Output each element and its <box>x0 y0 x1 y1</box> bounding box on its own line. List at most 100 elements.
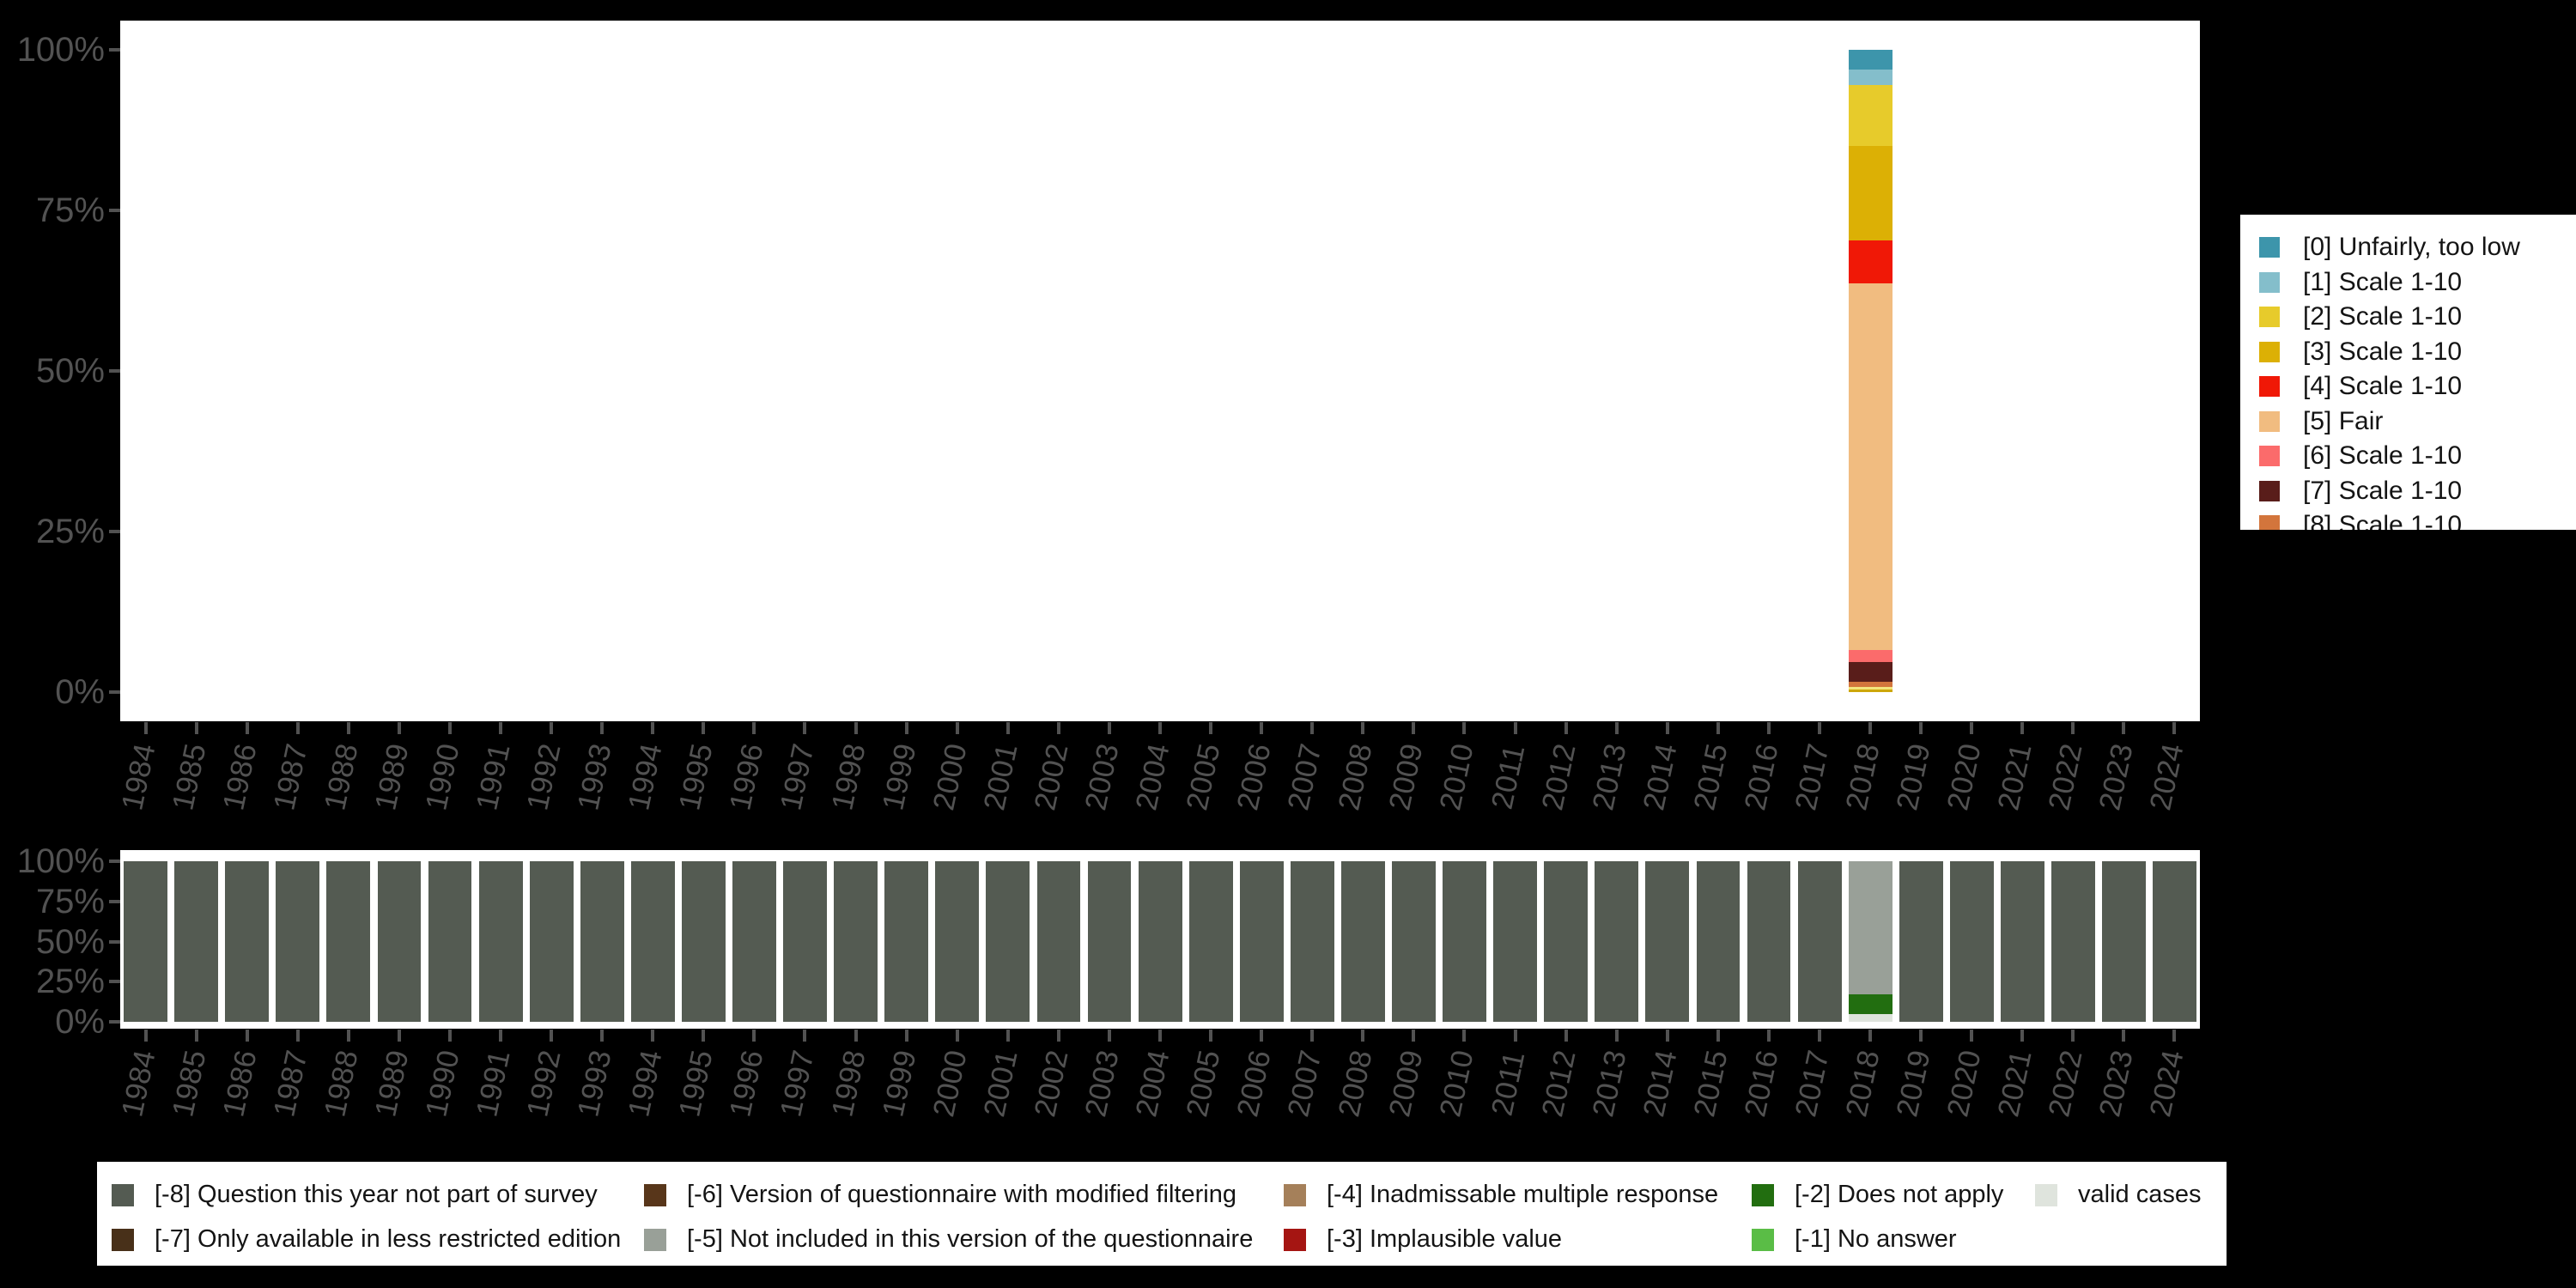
bar-segment[interactable] <box>1848 85 1893 147</box>
bar-segment[interactable] <box>326 861 371 1022</box>
legend-item[interactable]: [-8] Question this year not part of surv… <box>112 1181 598 1209</box>
bar-segment[interactable] <box>1239 861 1284 1022</box>
bar-segment[interactable] <box>580 861 624 1022</box>
bar-segment[interactable] <box>2102 861 2146 1022</box>
missing-bar-1993[interactable] <box>580 861 624 1022</box>
bar-segment[interactable] <box>1848 240 1893 284</box>
bar-segment[interactable] <box>478 861 523 1022</box>
bar-segment[interactable] <box>1188 861 1233 1022</box>
missing-bar-1998[interactable] <box>834 861 878 1022</box>
legend-item[interactable]: [1] Scale 1-10 <box>2259 268 2576 297</box>
bar-segment[interactable] <box>986 861 1030 1022</box>
stacked-bar-2018[interactable] <box>1848 50 1893 692</box>
legend-item[interactable]: [-4] Inadmissable multiple response <box>1284 1181 1718 1209</box>
legend-item[interactable]: [8] Scale 1-10 <box>2259 511 2576 530</box>
missing-bar-2010[interactable] <box>1443 861 1486 1022</box>
missing-bar-1994[interactable] <box>630 861 675 1022</box>
missing-bar-1988[interactable] <box>326 861 371 1022</box>
legend-item[interactable]: [3] Scale 1-10 <box>2259 337 2576 367</box>
bar-segment[interactable] <box>1848 70 1893 86</box>
missing-bar-2021[interactable] <box>2001 861 2044 1022</box>
bar-segment[interactable] <box>1341 861 1385 1022</box>
legend-item[interactable]: [2] Scale 1-10 <box>2259 302 2576 331</box>
missing-bar-2009[interactable] <box>1392 861 1436 1022</box>
bar-segment[interactable] <box>174 861 219 1022</box>
legend-item[interactable]: [-5] Not included in this version of the… <box>644 1225 1253 1254</box>
missing-bar-2012[interactable] <box>1544 861 1589 1022</box>
bar-segment[interactable] <box>428 861 472 1022</box>
legend-item[interactable]: valid cases <box>2035 1181 2201 1209</box>
missing-bar-2004[interactable] <box>1138 861 1182 1022</box>
missing-bar-2011[interactable] <box>1493 861 1538 1022</box>
missing-bar-2002[interactable] <box>1036 861 1081 1022</box>
bar-segment[interactable] <box>1443 861 1486 1022</box>
legend-item[interactable]: [4] Scale 1-10 <box>2259 372 2576 401</box>
bar-segment[interactable] <box>1797 861 1842 1022</box>
bar-segment[interactable] <box>225 861 270 1022</box>
missing-bar-2024[interactable] <box>2153 861 2197 1022</box>
missing-bar-2006[interactable] <box>1239 861 1284 1022</box>
missing-bar-1990[interactable] <box>428 861 472 1022</box>
bar-segment[interactable] <box>834 861 878 1022</box>
bar-segment[interactable] <box>1848 689 1893 692</box>
bar-segment[interactable] <box>2153 861 2197 1022</box>
bar-segment[interactable] <box>1848 649 1893 662</box>
bar-segment[interactable] <box>1087 861 1132 1022</box>
missing-bar-2016[interactable] <box>1747 861 1791 1022</box>
bar-segment[interactable] <box>1848 1014 1893 1022</box>
legend-item[interactable]: [-7] Only available in less restricted e… <box>112 1225 621 1254</box>
missing-bar-1986[interactable] <box>225 861 270 1022</box>
bar-segment[interactable] <box>1138 861 1182 1022</box>
bar-segment[interactable] <box>681 861 726 1022</box>
missing-bar-2005[interactable] <box>1188 861 1233 1022</box>
bar-segment[interactable] <box>529 861 574 1022</box>
legend-item[interactable]: [-6] Version of questionnaire with modif… <box>644 1181 1236 1209</box>
bar-segment[interactable] <box>783 861 827 1022</box>
legend-item[interactable]: [0] Unfairly, too low <box>2259 233 2576 262</box>
missing-bar-1992[interactable] <box>529 861 574 1022</box>
bar-segment[interactable] <box>935 861 980 1022</box>
legend-item[interactable]: [5] Fair <box>2259 407 2576 436</box>
bar-segment[interactable] <box>1493 861 1538 1022</box>
legend-item[interactable]: [-1] No answer <box>1752 1225 1957 1254</box>
bar-segment[interactable] <box>1696 861 1741 1022</box>
bar-segment[interactable] <box>377 861 422 1022</box>
missing-bar-2000[interactable] <box>935 861 980 1022</box>
legend-item[interactable]: [7] Scale 1-10 <box>2259 477 2576 506</box>
bar-segment[interactable] <box>1544 861 1589 1022</box>
bar-segment[interactable] <box>1848 686 1893 690</box>
bar-segment[interactable] <box>1848 861 1893 995</box>
bar-segment[interactable] <box>1848 283 1893 650</box>
missing-bar-2007[interactable] <box>1290 861 1334 1022</box>
bar-segment[interactable] <box>1848 50 1893 70</box>
legend-item[interactable]: [-2] Does not apply <box>1752 1181 2003 1209</box>
missing-bar-2001[interactable] <box>986 861 1030 1022</box>
missing-bar-2008[interactable] <box>1341 861 1385 1022</box>
missing-bar-2018[interactable] <box>1848 861 1893 1022</box>
bar-segment[interactable] <box>884 861 929 1022</box>
missing-bar-2003[interactable] <box>1087 861 1132 1022</box>
bar-segment[interactable] <box>1747 861 1791 1022</box>
legend-item[interactable]: [-3] Implausible value <box>1284 1225 1562 1254</box>
bar-segment[interactable] <box>276 861 320 1022</box>
bar-segment[interactable] <box>630 861 675 1022</box>
missing-bar-1984[interactable] <box>124 861 167 1022</box>
bar-segment[interactable] <box>1036 861 1081 1022</box>
missing-bar-2017[interactable] <box>1797 861 1842 1022</box>
missing-bar-1997[interactable] <box>783 861 827 1022</box>
bar-segment[interactable] <box>124 861 167 1022</box>
bar-segment[interactable] <box>1392 861 1436 1022</box>
bar-segment[interactable] <box>1899 861 1943 1022</box>
bar-segment[interactable] <box>1290 861 1334 1022</box>
bar-segment[interactable] <box>732 861 776 1022</box>
missing-bar-1989[interactable] <box>377 861 422 1022</box>
missing-bar-2014[interactable] <box>1645 861 1690 1022</box>
bar-segment[interactable] <box>1848 146 1893 241</box>
bar-segment[interactable] <box>1848 994 1893 1015</box>
bar-segment[interactable] <box>1645 861 1690 1022</box>
missing-bar-2023[interactable] <box>2102 861 2146 1022</box>
bar-segment[interactable] <box>2001 861 2044 1022</box>
bar-segment[interactable] <box>1848 681 1893 687</box>
missing-bar-2022[interactable] <box>2051 861 2095 1022</box>
missing-bar-1996[interactable] <box>732 861 776 1022</box>
